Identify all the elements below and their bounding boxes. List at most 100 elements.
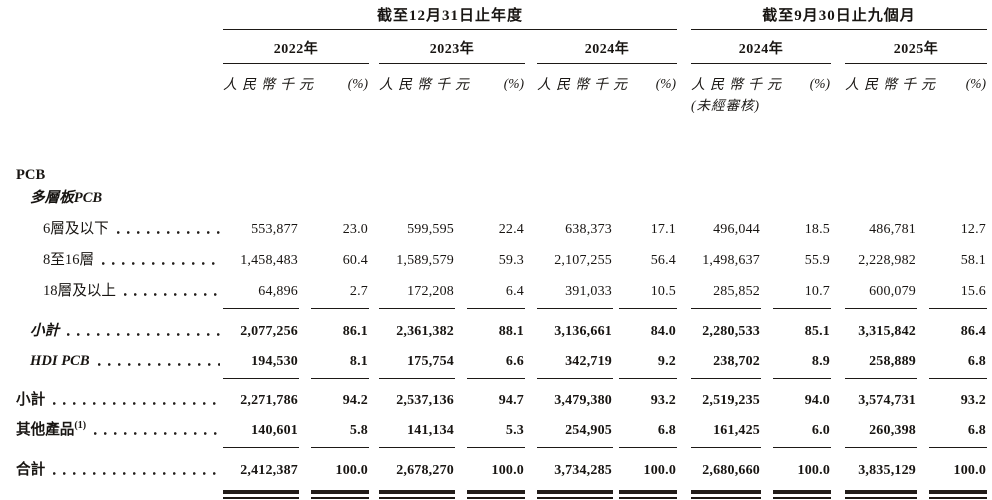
- pct-cell: 56.4: [650, 252, 677, 268]
- pct-cell: 8.9: [811, 353, 831, 369]
- rule-row: [5, 305, 988, 316]
- row-label: 多層板PCB: [30, 190, 103, 207]
- dot-leader: [53, 471, 220, 475]
- value-cell: 260,398: [869, 422, 917, 438]
- year-header-2025: 2025年: [845, 29, 988, 64]
- pct-cell: 86.1: [342, 323, 368, 339]
- pct-cell: 93.2: [960, 392, 987, 408]
- row-label: 18層及以上: [43, 283, 116, 300]
- table-row-6-layers: 6層及以下 553,877 23.0 599,595 22.4 638,373 …: [5, 212, 987, 243]
- pct-cell: 22.4: [498, 221, 524, 237]
- table-row-subtotal-pcb: 小計 2,271,786 94.2 2,537,136 94.7 3,479,3…: [5, 385, 987, 414]
- table-row-18-layers: 18層及以上 64,896 2.7 172,208 6.4 391,033 10…: [5, 274, 987, 305]
- pct-cell: 8.1: [349, 353, 368, 369]
- value-cell: 258,889: [869, 353, 917, 369]
- row-label: PCB: [16, 167, 46, 184]
- pct-cell: 6.4: [505, 283, 524, 299]
- pct-cell: 85.1: [804, 323, 831, 339]
- table-row-8-16-layers: 8至16層 1,458,483 60.4 1,589,579 59.3 2,10…: [5, 243, 987, 274]
- pct-cell: 2.7: [349, 283, 368, 299]
- value-cell: 161,425: [713, 422, 761, 438]
- value-cell: 2,228,982: [858, 252, 917, 268]
- value-cell: 3,574,731: [858, 392, 917, 408]
- pct-cell: 6.0: [811, 422, 831, 438]
- value-cell: 238,702: [713, 353, 761, 369]
- value-cell: 1,458,483: [240, 252, 298, 268]
- pct-cell: 6.6: [505, 353, 524, 369]
- year-header-2024: 2024年: [537, 29, 678, 64]
- value-cell: 2,678,270: [396, 462, 454, 478]
- pct-cell: 18.5: [804, 221, 831, 237]
- value-cell: 391,033: [565, 283, 612, 299]
- row-label: 合計: [16, 462, 46, 479]
- pct-cell: 17.1: [650, 221, 677, 237]
- value-cell: 2,280,533: [702, 323, 761, 339]
- value-cell: 638,373: [565, 221, 612, 237]
- pct-cell: 6.8: [967, 422, 987, 438]
- pct-cell: 100.0: [491, 462, 524, 478]
- dot-leader: [102, 261, 220, 265]
- unaudited-note: (未經審核): [691, 98, 761, 114]
- pct-cell: 100.0: [953, 462, 987, 478]
- period-header-row: 截至12月31日止年度 截至9月30日止九個月: [5, 4, 988, 30]
- value-cell: 172,208: [407, 283, 454, 299]
- interim-period-header: 截至9月30日止九個月: [691, 4, 988, 30]
- pct-cell: 84.0: [650, 323, 677, 339]
- pct-cell: 58.1: [960, 252, 987, 268]
- value-cell: 3,136,661: [554, 323, 612, 339]
- value-cell: 3,734,285: [554, 462, 612, 478]
- value-cell: 194,530: [251, 353, 298, 369]
- value-cell: 2,107,255: [554, 252, 612, 268]
- table-row-total: 合計 2,412,387 100.0 2,678,270 100.0 3,734…: [5, 454, 987, 484]
- value-cell: 3,835,129: [858, 462, 917, 478]
- table-row-hdi-pcb: HDI PCB 194,530 8.1 175,754 6.6 342,719 …: [5, 345, 987, 375]
- value-cell: 254,905: [565, 422, 612, 438]
- pct-cell: 10.5: [650, 283, 677, 299]
- value-cell: 2,519,235: [702, 392, 761, 408]
- unit-header-row: 人民幣千元 (%) 人民幣千元 (%) 人民幣千元 (%) 人民幣千元 (未經審…: [5, 64, 987, 120]
- pct-cell: 100.0: [335, 462, 368, 478]
- value-cell: 553,877: [251, 221, 298, 237]
- unit-label: 人民幣千元: [379, 78, 474, 93]
- unit-label: 人民幣千元: [845, 78, 941, 93]
- table-row-pcb-section: PCB: [5, 166, 987, 189]
- value-cell: 599,595: [407, 221, 454, 237]
- value-cell: 3,315,842: [858, 323, 917, 339]
- pct-label: (%): [809, 76, 831, 91]
- revenue-breakdown-table: 截至12月31日止年度 截至9月30日止九個月 2022年 2023年 2024…: [5, 4, 988, 500]
- pct-cell: 60.4: [342, 252, 368, 268]
- pct-label: (%): [965, 76, 987, 91]
- pct-cell: 94.0: [804, 392, 831, 408]
- unit-label: 人民幣千元: [537, 78, 632, 93]
- value-cell: 141,134: [407, 422, 454, 438]
- row-label: 8至16層: [43, 252, 95, 269]
- pct-cell: 10.7: [804, 283, 831, 299]
- pct-cell: 5.3: [505, 422, 524, 438]
- spacer-row: [5, 120, 987, 166]
- row-label: HDI PCB: [30, 353, 90, 370]
- year-header-2022: 2022年: [223, 29, 369, 64]
- dot-leader: [123, 292, 220, 296]
- dot-leader: [94, 431, 220, 435]
- row-label: 小計: [16, 392, 46, 409]
- year-header-2023: 2023年: [379, 29, 525, 64]
- value-cell: 1,498,637: [702, 252, 761, 268]
- value-cell: 1,589,579: [396, 252, 454, 268]
- table-row-subtotal-multilayer: 小計 2,077,256 86.1 2,361,382 88.1 3,136,6…: [5, 316, 987, 345]
- row-label: 其他產品: [16, 422, 75, 439]
- pct-label: (%): [503, 76, 524, 91]
- double-rule-row: [5, 484, 988, 500]
- annual-period-header: 截至12月31日止年度: [223, 4, 678, 30]
- unit-label: 人民幣千元: [691, 78, 787, 93]
- value-cell: 2,412,387: [240, 462, 298, 478]
- footnote-marker: (1): [74, 420, 87, 432]
- value-cell: 600,079: [869, 283, 917, 299]
- pct-cell: 100.0: [643, 462, 677, 478]
- table-row-other-products: 其他產品(1) 140,601 5.8 141,134 5.3 254,905 …: [5, 414, 987, 444]
- pct-cell: 15.6: [960, 283, 987, 299]
- table-row-multilayer-section: 多層板PCB: [5, 189, 987, 212]
- pct-cell: 94.2: [342, 392, 368, 408]
- rule-row: [5, 444, 988, 454]
- row-label: 小計: [30, 323, 60, 340]
- row-label: 6層及以下: [43, 221, 109, 238]
